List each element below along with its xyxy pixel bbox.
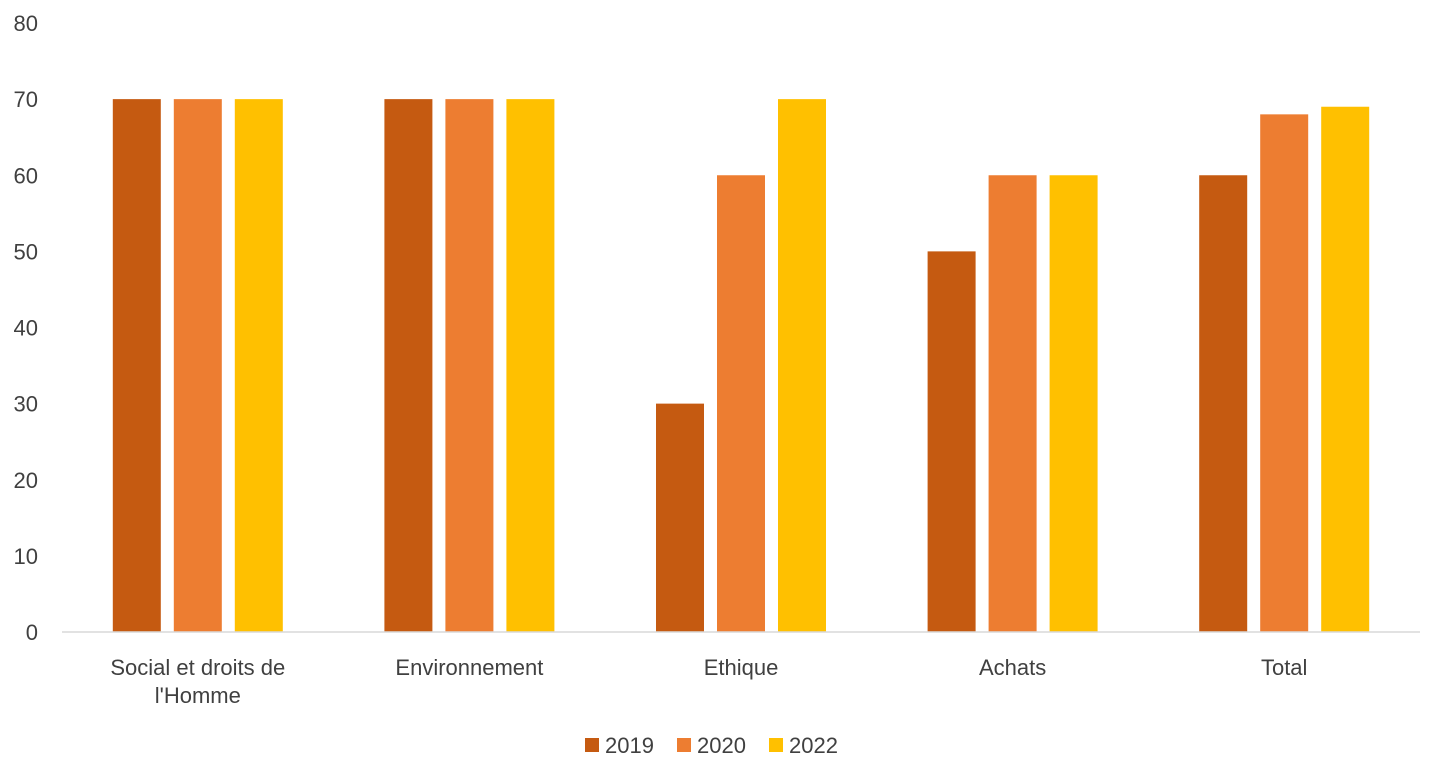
bars-group (112, 99, 1370, 633)
bar-2019-0 (112, 99, 161, 632)
x-category-label: Ethique (704, 655, 779, 680)
x-category-label-line: Achats (979, 655, 1046, 680)
x-category-label-line: Environnement (395, 655, 543, 680)
y-tick-label: 40 (14, 316, 38, 341)
y-tick-label: 10 (14, 544, 38, 569)
x-category-label: Environnement (395, 655, 543, 680)
y-tick-label: 30 (14, 392, 38, 417)
x-category-label-line: Social et droits de (110, 655, 285, 680)
x-category-label-line: Total (1261, 655, 1307, 680)
bar-2019-2 (656, 403, 704, 632)
bar-2019-1 (384, 99, 433, 632)
legend-label-2019: 2019 (605, 733, 654, 758)
x-category-label-line: l'Homme (155, 683, 241, 708)
legend-swatch-2022 (769, 738, 783, 752)
x-axis-labels: Social et droits de l'Homme Environnement E… (110, 655, 1307, 708)
y-tick-label: 60 (14, 163, 38, 188)
x-category-label-line: Ethique (704, 655, 779, 680)
x-category-label: Social et droits de l'Homme (110, 655, 285, 708)
x-category-label: Achats (979, 655, 1046, 680)
legend-label-2022: 2022 (789, 733, 838, 758)
bar-2020-0 (173, 99, 222, 632)
bar-2019-4 (1199, 175, 1248, 632)
y-tick-label: 80 (14, 11, 38, 36)
bar-2022-4 (1321, 106, 1370, 633)
legend-label-2020: 2020 (697, 733, 746, 758)
bar-2020-4 (1260, 114, 1309, 633)
bar-2020-2 (717, 175, 765, 632)
y-tick-label: 20 (14, 468, 38, 493)
y-tick-label: 0 (26, 620, 38, 645)
x-category-label: Total (1261, 655, 1307, 680)
bar-2019-3 (927, 251, 976, 632)
y-tick-label: 50 (14, 239, 38, 264)
bar-2022-2 (778, 99, 826, 632)
legend-swatch-2020 (677, 738, 691, 752)
bar-2022-0 (234, 99, 283, 632)
bar-2020-3 (988, 175, 1037, 632)
legend: 2019 2020 2022 (585, 733, 838, 758)
bar-2020-1 (445, 99, 494, 632)
bar-2022-1 (506, 99, 555, 632)
y-axis-ticks: 0 10 20 30 40 50 60 70 80 (14, 11, 38, 645)
bar-2022-3 (1049, 175, 1098, 632)
y-tick-label: 70 (14, 87, 38, 112)
legend-swatch-2019 (585, 738, 599, 752)
